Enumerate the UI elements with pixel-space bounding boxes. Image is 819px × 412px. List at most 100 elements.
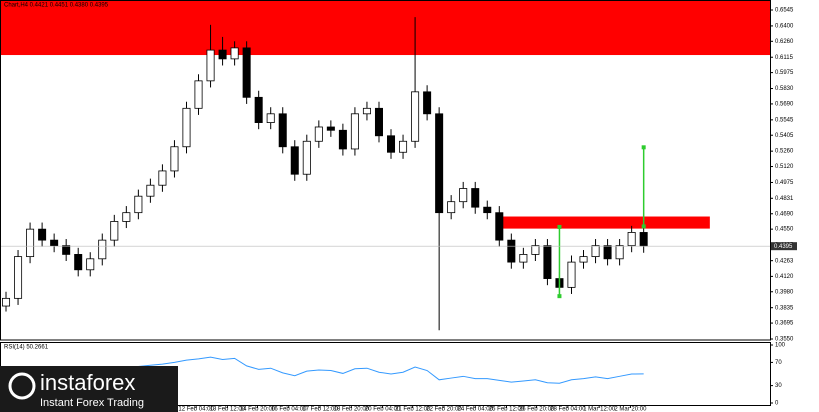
candle-body	[290, 146, 299, 175]
y-tick-label: 0.5830	[775, 86, 794, 92]
candle-body	[14, 256, 23, 299]
candle-body	[182, 107, 191, 148]
x-tick-label: 17 Feb 12:00	[302, 407, 338, 412]
candle-body	[495, 212, 504, 241]
candle-body	[134, 195, 143, 214]
indicator-title: RSI(14) 50.2661	[4, 345, 49, 351]
candle-body	[266, 113, 275, 123]
candle-body	[543, 245, 552, 279]
candle-body	[362, 107, 371, 115]
indicator-tick-label: 70	[775, 360, 782, 366]
candle-body	[278, 113, 287, 148]
measure-end	[641, 145, 646, 150]
y-tick-label: 0.5690	[775, 101, 794, 107]
x-tick-label: 22 Feb 20:00	[426, 407, 462, 412]
candle-body	[194, 80, 203, 109]
y-tick-label: 0.6115	[775, 55, 794, 61]
x-tick-label: 24 Feb 04:00	[458, 407, 494, 412]
candle-body	[170, 146, 179, 172]
x-tick-label: 1 Mar 12:00	[583, 407, 616, 412]
candle-body	[158, 170, 167, 186]
logo-tagline: Instant Forex Trading	[40, 397, 144, 409]
measure-end	[557, 224, 562, 229]
candle-body	[62, 245, 71, 255]
measure-end	[557, 294, 562, 299]
candle-body	[435, 113, 444, 214]
candle-body	[387, 135, 396, 153]
candle-body	[98, 239, 107, 260]
y-tick-label: 0.3980	[775, 289, 794, 295]
candle-body	[254, 96, 263, 123]
y-tick-label: 0.5260	[775, 149, 794, 155]
logo: instaforex Instant Forex Trading	[0, 366, 178, 412]
candle-body	[74, 254, 83, 271]
measure-end	[641, 224, 646, 229]
plot-frame	[0, 0, 771, 341]
candle-body	[531, 245, 540, 255]
x-tick-label: 26 Feb 20:00	[519, 407, 555, 412]
y-tick-label: 0.3835	[775, 305, 794, 311]
candle-body	[26, 228, 35, 258]
candle-body	[399, 140, 408, 153]
x-tick-label: 14 Feb 20:00	[240, 407, 276, 412]
indicator-tick-label: 30	[775, 383, 782, 389]
y-tick-label: 0.4550	[775, 227, 794, 233]
x-tick-label: 20 Feb 04:00	[365, 407, 401, 412]
x-tick-label: 28 Feb 04:00	[550, 407, 586, 412]
zone	[500, 216, 710, 229]
candle-body	[38, 228, 47, 241]
y-tick-label: 0.4690	[775, 211, 794, 217]
y-tick-label: 0.5975	[775, 70, 794, 76]
candle-body	[627, 232, 636, 247]
x-tick-label: 18 Feb 20:00	[334, 407, 370, 412]
indicator-tick-label: 100	[775, 343, 786, 349]
candle-body	[110, 221, 119, 241]
candle-body	[350, 113, 359, 150]
candle-body	[374, 107, 383, 137]
candle-body	[314, 126, 323, 142]
candle-body	[423, 91, 432, 115]
x-tick-label: 21 Feb 12:00	[395, 407, 431, 412]
current-price-box	[771, 242, 797, 251]
x-tick-label: 16 Feb 04:00	[271, 407, 307, 412]
y-tick-label: 0.3550	[775, 337, 794, 343]
x-tick-label: 2 Mar 20:00	[614, 407, 647, 412]
candle-body	[122, 212, 131, 222]
candle-body	[206, 49, 215, 82]
candle-body	[302, 140, 311, 175]
candle-body	[579, 256, 588, 263]
candle-body	[230, 47, 239, 60]
candle-body	[411, 91, 420, 142]
y-tick-label: 0.5545	[775, 117, 794, 123]
y-tick-label: 0.4120	[775, 274, 794, 280]
candle-body	[146, 184, 155, 197]
y-tick-label: 0.4975	[775, 180, 794, 186]
y-tick-label: 0.6400	[775, 24, 794, 30]
y-tick-label: 0.6545	[775, 8, 794, 14]
candle-body	[639, 232, 648, 247]
candle-body	[2, 297, 11, 307]
x-tick-label: 13 Feb 12:00	[210, 407, 246, 412]
y-tick-label: 0.5405	[775, 133, 794, 139]
y-tick-label: 0.6260	[775, 39, 794, 45]
candle-body	[603, 245, 612, 260]
x-tick-label: 12 Feb 04:00	[178, 407, 214, 412]
logo-name: instaforex	[40, 370, 135, 395]
candle-body	[519, 254, 528, 263]
y-tick-label: 0.3695	[775, 321, 794, 327]
candle-body	[218, 49, 227, 60]
candle-body	[483, 206, 492, 214]
current-price-label: 0.4395	[774, 244, 793, 250]
zone	[0, 0, 770, 56]
candle-body	[86, 258, 95, 271]
chart-title: Chart,H4 0.4421 0.4451 0.4380 0.4395	[4, 3, 109, 9]
candle-body	[326, 126, 335, 131]
candle-body	[459, 188, 468, 203]
logo-box	[0, 366, 178, 412]
candle-body	[591, 245, 600, 258]
candle-body	[447, 201, 456, 214]
x-tick-label: 25 Feb 12:00	[489, 407, 525, 412]
candle-body	[242, 47, 251, 98]
